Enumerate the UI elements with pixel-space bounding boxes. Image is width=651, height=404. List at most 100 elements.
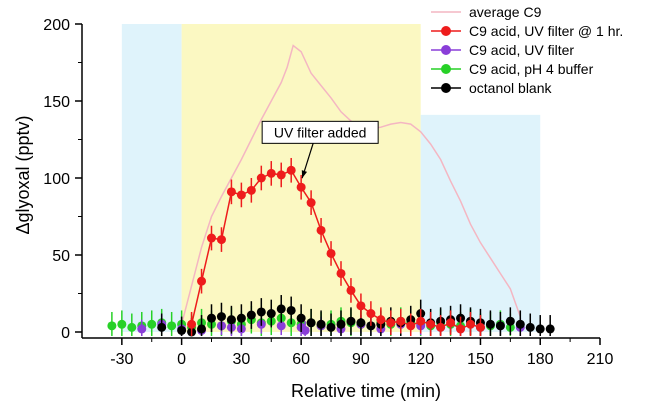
x-axis-label: Relative time (min) [291,381,441,401]
legend-swatch-marker [441,83,451,93]
y-tick-label: 0 [61,325,70,342]
data-point [456,324,466,334]
legend-label: C9 acid, pH 4 buffer [469,61,594,77]
data-point [515,319,525,329]
data-point [545,324,555,334]
y-tick-label: 200 [43,17,70,34]
x-tick-label: 150 [467,351,494,368]
data-point [127,322,137,332]
data-point [236,190,246,200]
data-point [276,321,286,331]
data-point [286,165,296,175]
data-point [495,321,505,331]
data-point [376,315,386,325]
data-point [366,309,376,319]
data-point [346,285,356,295]
data-point [466,319,475,329]
data-point [306,198,316,208]
data-point [226,187,236,197]
data-point [286,305,296,315]
data-point [197,276,207,286]
data-point [416,316,426,326]
data-point [436,322,446,332]
data-point [300,325,310,335]
y-axis-label: Δglyoxal (pptv) [13,115,33,234]
data-point [266,309,276,319]
annotation-uv-filter-added: UV filter added [261,120,379,179]
data-point [336,319,346,329]
data-point [426,319,436,329]
annotation-box [261,120,379,144]
data-point [386,318,396,328]
x-tick-label: -30 [110,351,133,368]
data-point [525,322,535,332]
data-point [316,225,326,235]
legend-item-c9-acid-ph-4-buffer: C9 acid, pH 4 buffer [431,61,594,77]
data-point [177,325,187,335]
data-point [535,324,545,334]
data-point [147,319,157,329]
legend-item-octanol-blank: octanol blank [431,80,553,96]
data-point [256,173,266,183]
data-point [296,313,306,323]
data-point [157,322,167,332]
data-point [326,322,336,332]
data-point [326,248,336,258]
plot-series [107,44,555,337]
legend-swatch-marker [441,26,451,36]
data-point [356,318,366,328]
data-point [356,301,366,311]
annotation-label: UV filter added [274,124,367,140]
data-point [107,321,117,331]
data-point [346,316,356,326]
legend-label: octanol blank [469,80,553,96]
data-point [406,321,416,331]
legend-item-c9-acid-uv-filter-1-hr: C9 acid, UV filter @ 1 hr. [431,23,623,39]
data-point [117,319,127,329]
y-tick-label: 50 [52,248,70,265]
data-point [306,318,316,328]
legend: average C9 C9 acid, UV filter @ 1 hr. C9 a… [431,4,623,96]
series-line [180,44,522,325]
data-point [216,312,226,322]
y-ticks: 0 50 100 150 200 [43,17,82,342]
legend-item-c9-acid-uv-filter: C9 acid, UV filter [431,42,574,58]
data-point [475,322,485,332]
data-point [276,170,286,180]
x-tick-label: 180 [527,351,554,368]
series-average-c9 [180,44,522,325]
legend-item-average-c9: average C9 [431,4,542,20]
data-point [266,168,276,178]
data-point [396,316,406,326]
data-point [276,304,286,314]
shaded-region-0 [121,24,182,332]
x-tick-label: 120 [407,351,434,368]
data-point [256,307,266,317]
data-point [207,233,216,243]
data-point [216,235,226,245]
legend-label: C9 acid, UV filter @ 1 hr. [469,23,623,39]
data-point [246,310,256,320]
data-point [316,319,326,329]
y-tick-label: 100 [43,171,70,188]
data-point [485,319,495,329]
data-point [505,316,515,326]
x-tick-label: 90 [352,351,370,368]
legend-swatch-marker [441,64,451,74]
data-point [336,268,346,278]
shaded-region-2 [420,114,541,332]
data-point [137,324,147,334]
axes: -30 0 30 60 90 120 150 180 210 0 50 100 150 200 [43,17,613,368]
legend-label: average C9 [469,4,542,20]
data-point [296,182,306,192]
series-c9-acid-uv-filter-1-hr [187,157,485,336]
data-point [246,185,256,195]
legend-label: C9 acid, UV filter [469,42,574,58]
data-point [236,313,246,323]
annotation-arrowhead [301,170,308,179]
y-tick-label: 150 [43,94,70,111]
x-tick-label: 60 [292,351,310,368]
x-tick-label: 210 [587,351,614,368]
x-tick-label: 30 [232,351,250,368]
